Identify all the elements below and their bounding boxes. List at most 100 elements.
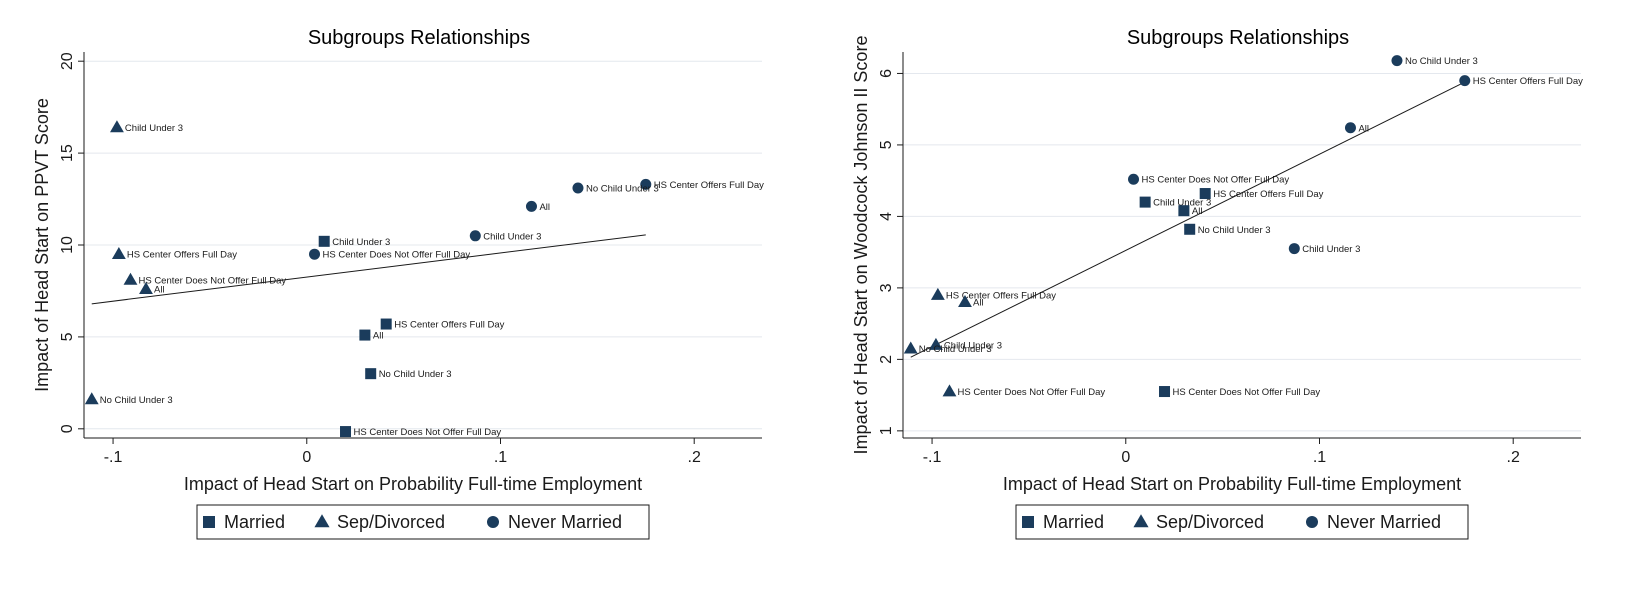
data-point — [525, 200, 537, 212]
point-label: Child Under 3 — [332, 237, 390, 248]
legend-label: Sep/Divorced — [337, 512, 445, 532]
point-label: HS Center Offers Full Day — [1213, 189, 1323, 200]
point-label: All — [539, 202, 550, 213]
legend-marker — [1306, 516, 1318, 528]
data-point — [111, 247, 126, 260]
series-sep-divorced: Child Under 3 HS Center Offers Full Day HS… — [84, 120, 286, 406]
legend-marker — [203, 516, 215, 528]
y-tick-label: 0 — [59, 424, 76, 433]
data-point — [1128, 173, 1140, 185]
legend-marker — [1022, 516, 1034, 528]
point-label: No Child Under 3 — [100, 395, 173, 406]
point-label: Child Under 3 — [125, 123, 183, 134]
point-label: All — [154, 285, 165, 296]
y-tick-label: 1 — [878, 426, 895, 435]
chart-title: Subgroups Relationships — [1127, 27, 1349, 49]
point-label: All — [1192, 206, 1203, 217]
data-point — [930, 287, 945, 300]
legend-marker — [314, 514, 330, 528]
x-tick-label: .2 — [688, 449, 701, 466]
fitted-line — [91, 234, 646, 305]
data-point — [1184, 223, 1196, 235]
legend-label: Never Married — [508, 512, 622, 532]
data-point — [958, 295, 972, 308]
point-label: No Child Under 3 — [586, 184, 659, 195]
y-tick-label: 10 — [59, 236, 76, 254]
point-label: HS Center Does Not Offer Full Day — [957, 387, 1105, 398]
data-point — [1178, 205, 1190, 217]
data-point — [903, 341, 918, 354]
data-point — [318, 235, 330, 247]
y-tick-label: 20 — [59, 52, 76, 70]
data-point — [365, 368, 377, 380]
point-label: HS Center Offers Full Day — [946, 291, 1056, 302]
x-tick-label: .1 — [1313, 449, 1326, 466]
series-never-married: No Child Under 3 HS Center Offers Full Da… — [1128, 55, 1583, 255]
data-point — [359, 329, 371, 341]
point-label: HS Center Offers Full Day — [654, 180, 764, 191]
data-point — [469, 230, 481, 242]
point-label: HS Center Offers Full Day — [394, 320, 504, 331]
y-tick-label: 5 — [59, 332, 76, 341]
legend-label: Married — [224, 512, 285, 532]
point-label: Child Under 3 — [1302, 244, 1360, 255]
data-point — [572, 182, 584, 194]
point-label: Child Under 3 — [1153, 198, 1211, 209]
point-label: All — [1358, 123, 1369, 134]
x-axis-label: Impact of Head Start on Probability Full… — [184, 474, 642, 494]
series-married: Child Under 3 HS Center Offers Full Day Al… — [318, 235, 505, 438]
point-label: HS Center Offers Full Day — [1473, 76, 1583, 87]
x-axis-label: Impact of Head Start on Probability Full… — [1003, 474, 1461, 494]
data-point — [123, 272, 138, 285]
x-tick-label: -.1 — [923, 449, 942, 466]
legend-box — [1015, 504, 1469, 540]
scatter-chart-ppvt: Subgroups Relationships 0 5 10 15 20 -.1 0 .1 .2 I… — [32, 27, 764, 540]
legend-box — [196, 504, 650, 540]
legend: Married Sep/Divorced Never Married — [196, 504, 650, 540]
point-label: No Child Under 3 — [919, 344, 992, 355]
data-point — [1159, 386, 1171, 398]
y-tick-label: 2 — [878, 355, 895, 364]
point-label: HS Center Does Not Offer Full Day — [354, 427, 502, 438]
y-tick-label: 15 — [59, 144, 76, 162]
y-tick-label: 6 — [878, 69, 895, 78]
point-label: All — [373, 331, 384, 342]
point-label: No Child Under 3 — [1198, 225, 1271, 236]
fitted-line — [910, 81, 1465, 358]
y-tick-label: 5 — [878, 140, 895, 149]
chart-panel-woodcock-johnson: Subgroups Relationships 1 2 3 4 5 6 -.1 0 .1 .2 Imp… — [819, 0, 1638, 592]
data-point — [110, 120, 124, 133]
data-point — [1199, 188, 1211, 200]
point-label: Child Under 3 — [944, 341, 1002, 352]
x-tick-label: -.1 — [104, 449, 123, 466]
legend-label: Married — [1043, 512, 1104, 532]
legend-marker — [1133, 514, 1149, 528]
data-point — [84, 392, 99, 405]
x-tick-label: 0 — [1121, 449, 1130, 466]
data-point — [1391, 55, 1403, 67]
legend-label: Sep/Divorced — [1156, 512, 1264, 532]
x-tick-label: 0 — [302, 449, 311, 466]
point-label: HS Center Does Not Offer Full Day — [1142, 175, 1290, 186]
data-point — [1139, 196, 1151, 208]
data-point — [1288, 243, 1300, 255]
point-label: All — [973, 298, 984, 309]
data-point — [340, 426, 352, 438]
point-label: HS Center Does Not Offer Full Day — [138, 275, 286, 286]
x-tick-label: .1 — [494, 449, 507, 466]
chart-panel-ppvt: Subgroups Relationships 0 5 10 15 20 -.1 0 .1 .2 I… — [32, 27, 764, 540]
chart-title: Subgroups Relationships — [308, 27, 530, 49]
y-axis-label: Impact of Head Start on PPVT Score — [32, 98, 52, 392]
data-point — [380, 318, 392, 330]
data-point — [929, 337, 943, 350]
y-tick-label: 4 — [878, 212, 895, 221]
y-axis-label: Impact of Head Start on Woodcock Johnson… — [851, 36, 871, 455]
data-point — [309, 248, 321, 260]
data-point — [942, 384, 957, 397]
scatter-chart-woodcock-johnson: Subgroups Relationships 1 2 3 4 5 6 -.1 0 .1 .2 Imp… — [851, 27, 1583, 540]
legend-label: Never Married — [1327, 512, 1441, 532]
data-point — [139, 281, 153, 294]
